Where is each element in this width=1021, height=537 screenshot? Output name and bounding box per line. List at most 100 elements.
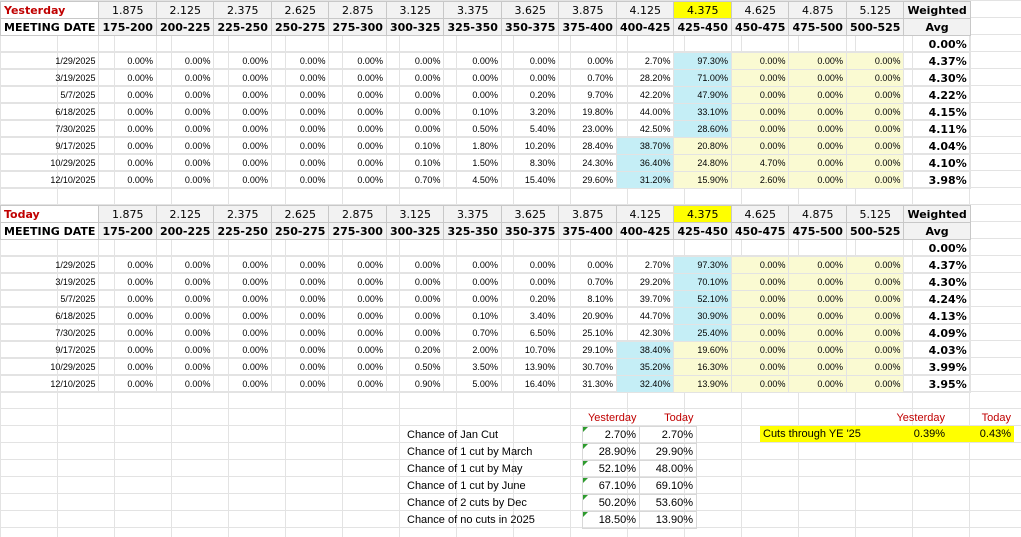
probability-cell[interactable]: 0.00% — [156, 171, 215, 189]
probability-cell[interactable]: 0.10% — [443, 307, 502, 325]
probability-cell[interactable]: 0.00% — [98, 307, 157, 325]
probability-cell[interactable]: 0.00% — [846, 86, 905, 104]
probability-cell[interactable]: 0.00% — [788, 171, 847, 189]
probability-cell[interactable]: 39.70% — [616, 290, 675, 308]
meeting-date-cell[interactable]: 6/18/2025 — [0, 103, 100, 121]
summary-today-value[interactable]: 69.10% — [639, 477, 697, 495]
empty-cell[interactable] — [501, 35, 560, 53]
probability-cell[interactable]: 10.70% — [501, 341, 560, 359]
range-header-cell[interactable]: 325-350 — [443, 18, 502, 36]
probability-cell[interactable]: 13.90% — [501, 358, 560, 376]
probability-cell[interactable]: 0.00% — [328, 137, 387, 155]
probability-cell[interactable]: 0.00% — [788, 273, 847, 291]
empty-cell[interactable] — [213, 239, 272, 257]
probability-cell[interactable]: 15.90% — [673, 171, 732, 189]
probability-cell[interactable]: 0.00% — [558, 256, 617, 274]
probability-cell[interactable]: 0.00% — [386, 273, 445, 291]
meeting-date-cell[interactable]: 5/7/2025 — [0, 290, 100, 308]
range-header-cell[interactable]: 300-325 — [385, 222, 445, 240]
probability-cell[interactable]: 6.50% — [501, 324, 560, 342]
probability-cell[interactable]: 0.00% — [731, 375, 790, 393]
probability-cell[interactable]: 24.80% — [673, 154, 732, 172]
rate-header-cell[interactable]: 2.625 — [270, 205, 330, 223]
probability-cell[interactable]: 0.00% — [271, 256, 330, 274]
probability-cell[interactable]: 0.00% — [98, 86, 157, 104]
probability-cell[interactable]: 0.00% — [731, 103, 790, 121]
probability-cell[interactable]: 0.00% — [501, 256, 560, 274]
probability-cell[interactable]: 0.00% — [788, 341, 847, 359]
meeting-date-cell[interactable]: 3/19/2025 — [0, 273, 100, 291]
meeting-date-cell[interactable]: 1/29/2025 — [0, 256, 100, 274]
probability-cell[interactable]: 0.00% — [788, 137, 847, 155]
probability-cell[interactable]: 0.00% — [788, 324, 847, 342]
probability-cell[interactable]: 0.00% — [386, 103, 445, 121]
weighted-avg-cell[interactable]: 4.13% — [903, 307, 971, 325]
range-header-cell[interactable]: 500-525 — [845, 222, 905, 240]
weighted-avg-cell[interactable]: 3.95% — [903, 375, 971, 393]
probability-cell[interactable]: 2.00% — [443, 341, 502, 359]
probability-cell[interactable]: 33.10% — [673, 103, 732, 121]
probability-cell[interactable]: 0.00% — [156, 52, 215, 70]
range-header-cell[interactable]: 300-325 — [385, 18, 445, 36]
probability-cell[interactable]: 13.90% — [673, 375, 732, 393]
probability-cell[interactable]: 0.00% — [271, 307, 330, 325]
meeting-date-cell[interactable]: 12/10/2025 — [0, 375, 100, 393]
rate-header-cell[interactable]: 2.875 — [328, 205, 387, 223]
probability-cell[interactable]: 0.00% — [328, 256, 387, 274]
probability-cell[interactable]: 0.00% — [328, 103, 387, 121]
probability-cell[interactable]: 0.00% — [213, 69, 272, 87]
probability-cell[interactable]: 5.00% — [443, 375, 502, 393]
meeting-date-cell[interactable]: 7/30/2025 — [0, 324, 100, 342]
rate-header-cell[interactable]: 4.875 — [788, 1, 847, 19]
weighted-avg-cell[interactable]: 4.09% — [903, 324, 971, 342]
probability-cell[interactable]: 0.10% — [443, 103, 502, 121]
probability-cell[interactable]: 0.00% — [731, 341, 790, 359]
range-header-cell[interactable]: 200-225 — [155, 18, 215, 36]
probability-cell[interactable]: 0.00% — [213, 324, 272, 342]
probability-cell[interactable]: 0.00% — [386, 307, 445, 325]
probability-cell[interactable]: 29.60% — [558, 171, 617, 189]
probability-cell[interactable]: 0.00% — [846, 375, 905, 393]
probability-cell[interactable]: 9.70% — [558, 86, 617, 104]
range-header-cell[interactable]: 400-425 — [615, 222, 675, 240]
probability-cell[interactable]: 0.00% — [271, 375, 330, 393]
probability-cell[interactable]: 0.00% — [731, 358, 790, 376]
probability-cell[interactable]: 32.40% — [616, 375, 675, 393]
range-header-cell[interactable]: 275-300 — [328, 222, 387, 240]
blank-avg-cell[interactable]: 0.00% — [903, 239, 971, 257]
probability-cell[interactable]: 0.00% — [98, 324, 157, 342]
summary-label[interactable]: Chance of 2 cuts by Dec — [407, 497, 527, 509]
probability-cell[interactable]: 16.40% — [501, 375, 560, 393]
probability-cell[interactable]: 0.00% — [328, 273, 387, 291]
empty-cell[interactable] — [616, 239, 675, 257]
probability-cell[interactable]: 35.20% — [616, 358, 675, 376]
probability-cell[interactable]: 71.00% — [673, 69, 732, 87]
rate-header-cell[interactable]: 3.125 — [385, 205, 445, 223]
empty-cell[interactable] — [271, 35, 330, 53]
probability-cell[interactable]: 0.00% — [156, 103, 215, 121]
probability-cell[interactable]: 0.00% — [156, 290, 215, 308]
weighted-avg-cell[interactable]: 3.99% — [903, 358, 971, 376]
empty-cell[interactable] — [443, 35, 502, 53]
probability-cell[interactable]: 0.00% — [846, 69, 905, 87]
range-header-cell[interactable]: 425-450 — [673, 222, 732, 240]
weighted-avg-cell[interactable]: 4.37% — [903, 52, 971, 70]
probability-cell[interactable]: 0.00% — [98, 256, 157, 274]
probability-cell[interactable]: 4.50% — [443, 171, 502, 189]
probability-cell[interactable]: 0.00% — [271, 103, 330, 121]
empty-cell[interactable] — [156, 239, 215, 257]
range-header-cell[interactable]: 325-350 — [443, 222, 502, 240]
weighted-avg-cell[interactable]: 4.10% — [903, 154, 971, 172]
probability-cell[interactable]: 29.10% — [558, 341, 617, 359]
probability-cell[interactable]: 0.00% — [443, 69, 502, 87]
probability-cell[interactable]: 0.00% — [846, 137, 905, 155]
meeting-date-cell[interactable]: 7/30/2025 — [0, 120, 100, 138]
probability-cell[interactable]: 0.20% — [501, 290, 560, 308]
probability-cell[interactable]: 0.00% — [386, 290, 445, 308]
probability-cell[interactable]: 0.90% — [386, 375, 445, 393]
range-header-cell[interactable]: 225-250 — [213, 222, 272, 240]
meeting-date-cell[interactable]: 10/29/2025 — [0, 154, 100, 172]
probability-cell[interactable]: 52.10% — [673, 290, 732, 308]
probability-cell[interactable]: 0.00% — [271, 171, 330, 189]
probability-cell[interactable]: 0.00% — [788, 86, 847, 104]
